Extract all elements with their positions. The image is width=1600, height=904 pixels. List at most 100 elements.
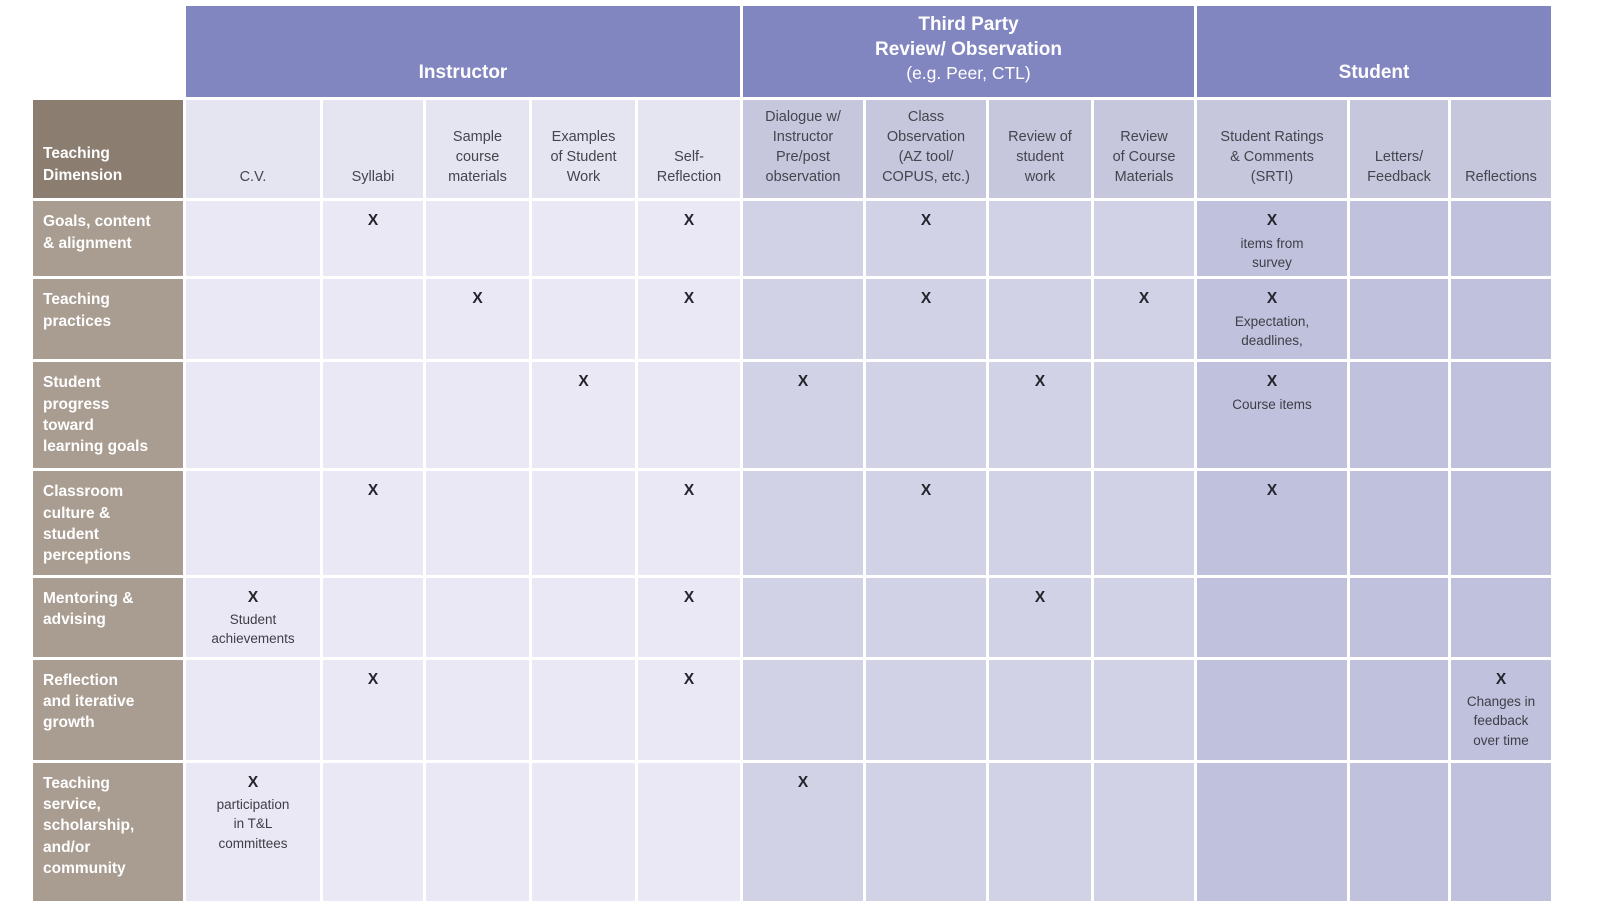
row-mentoring-advising: Mentoring & advising X Student achievement… [33,577,1551,657]
cell-mentoring-advising--examples-student-work [532,577,635,657]
cell-mentoring-advising--letters-feedback [1350,577,1448,657]
teaching-evaluation-matrix: Instructor Third Party Review/ Observation… [30,3,1554,904]
x-mark: X [1266,212,1278,230]
cell-teaching-service--review-course-materials [1094,762,1194,901]
cell-mentoring-advising--reflections [1451,577,1551,657]
cell-goals-content-alignment--reflections [1451,201,1551,277]
cell-teaching-practices--syllabi [323,279,423,360]
cell-mentoring-advising--self-reflection: X [638,577,740,657]
cell-reflection-growth--self-reflection: X [638,659,740,760]
cell-classroom-culture--examples-student-work [532,471,635,575]
cell-classroom-culture--class-observation: X [866,471,986,575]
cell-teaching-practices--examples-student-work [532,279,635,360]
x-mark: X [683,290,695,308]
group-header-instructor: Instructor [186,6,740,98]
x-mark: X [1266,290,1278,308]
cell-student-progress--srti: X Course items [1197,362,1347,469]
col-header-reflections: Reflections [1451,100,1551,199]
row-teaching-practices: Teaching practices X X X X X Expectation, dead… [33,279,1551,360]
cell-goals-content-alignment--examples-student-work [532,201,635,277]
cell-student-progress--self-reflection [638,362,740,469]
x-mark: X [1266,373,1278,391]
cell-classroom-culture--review-student-work [989,471,1091,575]
cell-note: Course items [1232,396,1312,412]
x-mark: X [683,588,695,606]
cell-student-progress--syllabi [323,362,423,469]
row-header-mentoring-advising: Mentoring & advising [33,577,183,657]
row-header-teaching-practices: Teaching practices [33,279,183,360]
row-teaching-service: Teaching service, scholarship, and/or co… [33,762,1551,901]
cell-teaching-service--class-observation [866,762,986,901]
x-mark: X [247,773,259,791]
cell-note: participation in T&L committees [216,797,290,851]
cell-goals-content-alignment--dialogue-instructor [743,201,863,277]
cell-reflection-growth--cv [186,659,320,760]
cell-student-progress--sample-materials [426,362,529,469]
x-mark: X [683,482,695,500]
cell-reflection-growth--review-student-work [989,659,1091,760]
col-header-srti: Student Ratings & Comments (SRTI) [1197,100,1347,199]
cell-student-progress--cv [186,362,320,469]
group-header-row: Instructor Third Party Review/ Observation… [33,6,1551,98]
cell-classroom-culture--reflections [1451,471,1551,575]
cell-student-progress--class-observation [866,362,986,469]
col-header-cv: C.V. [186,100,320,199]
col-header-review-student-work: Review of student work [989,100,1091,199]
cell-student-progress--examples-student-work: X [532,362,635,469]
cell-goals-content-alignment--sample-materials [426,201,529,277]
cell-reflection-growth--examples-student-work [532,659,635,760]
cell-teaching-service--examples-student-work [532,762,635,901]
cell-goals-content-alignment--syllabi: X [323,201,423,277]
row-reflection-growth: Reflection and iterative growth X X X Change… [33,659,1551,760]
cell-teaching-service--letters-feedback [1350,762,1448,901]
cell-mentoring-advising--review-student-work: X [989,577,1091,657]
cell-teaching-practices--reflections [1451,279,1551,360]
cell-teaching-practices--review-course-materials: X [1094,279,1194,360]
group-header-label: Instructor [418,62,508,84]
x-mark: X [797,373,809,391]
row-header-student-progress: Student progress toward learning goals [33,362,183,469]
x-mark: X [1138,290,1150,308]
x-mark: X [1034,588,1046,606]
x-mark: X [1034,373,1046,391]
x-mark: X [1266,482,1278,500]
row-header-teaching-service: Teaching service, scholarship, and/or co… [33,762,183,901]
x-mark: X [920,290,932,308]
group-header-label: Student [1338,62,1410,84]
cell-teaching-practices--self-reflection: X [638,279,740,360]
cell-teaching-service--syllabi [323,762,423,901]
cell-mentoring-advising--class-observation [866,577,986,657]
col-header-examples-student-work: Examples of Student Work [532,100,635,199]
x-mark: X [578,373,589,391]
cell-mentoring-advising--dialogue-instructor [743,577,863,657]
cell-teaching-service--dialogue-instructor: X [743,762,863,901]
cell-teaching-service--reflections [1451,762,1551,901]
x-mark: X [683,212,695,230]
cell-mentoring-advising--review-course-materials [1094,577,1194,657]
col-header-class-observation: Class Observation (AZ tool/ COPUS, etc.) [866,100,986,199]
cell-mentoring-advising--syllabi [323,577,423,657]
cell-teaching-practices--dialogue-instructor [743,279,863,360]
group-header-label: Review/ Observation [875,39,1062,61]
cell-teaching-service--self-reflection [638,762,740,901]
cell-reflection-growth--syllabi: X [323,659,423,760]
cell-classroom-culture--sample-materials [426,471,529,575]
cell-classroom-culture--syllabi: X [323,471,423,575]
cell-reflection-growth--dialogue-instructor [743,659,863,760]
corner-header-teaching-dimension: Teaching Dimension [33,100,183,199]
group-header-third-party: Third Party Review/ Observation (e.g. Peer… [743,6,1194,98]
col-header-letters-feedback: Letters/ Feedback [1350,100,1448,199]
cell-reflection-growth--review-course-materials [1094,659,1194,760]
cell-teaching-practices--letters-feedback [1350,279,1448,360]
group-header-sublabel: (e.g. Peer, CTL) [906,63,1031,84]
cell-note: Student achievements [211,612,295,647]
x-mark: X [797,773,809,791]
cell-student-progress--reflections [1451,362,1551,469]
col-header-syllabi: Syllabi [323,100,423,199]
x-mark: X [367,670,379,688]
col-header-review-course-materials: Review of Course Materials [1094,100,1194,199]
col-header-sample-materials: Sample course materials [426,100,529,199]
